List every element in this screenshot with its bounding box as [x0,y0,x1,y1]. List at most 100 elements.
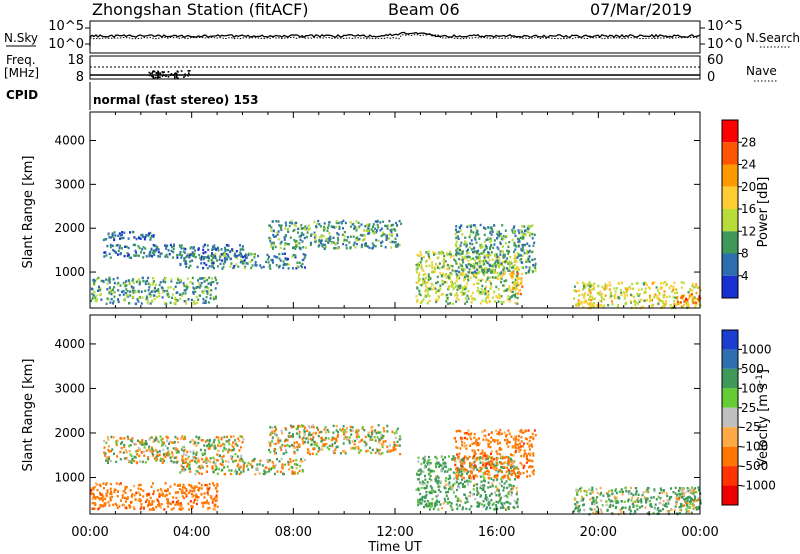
heatmap-cell [282,260,285,263]
heatmap-cell [430,282,433,285]
colorbar-tick-label: 28 [741,135,756,149]
heatmap-cell [488,276,491,279]
heatmap-cell [213,444,216,448]
heatmap-cell [383,233,386,236]
heatmap-cell [145,233,148,237]
heatmap-cell [495,500,498,504]
heatmap-cell [330,225,333,228]
heatmap-cell [309,243,312,246]
heatmap-cell [455,297,458,300]
heatmap-cell [497,501,500,504]
heatmap-cell [513,225,516,228]
heatmap-cell [190,504,193,508]
heatmap-cell [140,451,143,454]
heatmap-cell [271,259,274,262]
heatmap-cell [350,447,353,450]
heatmap-cell [662,296,665,299]
heatmap-cell [321,235,323,238]
heatmap-cell [447,302,449,305]
heatmap-cell [325,442,328,446]
heatmap-cell [320,241,322,244]
heatmap-cell [690,500,693,503]
heatmap-cell [502,489,505,492]
heatmap-cell [207,282,210,285]
heatmap-cell [487,251,490,255]
heatmap-cell [533,257,536,261]
heatmap-cell [685,297,688,301]
heatmap-cell [590,284,593,287]
heatmap-cell [101,499,104,502]
heatmap-cell [293,446,296,450]
heatmap-cell [672,285,675,288]
heatmap-cell [196,265,199,269]
heatmap-cell [344,452,347,455]
heatmap-cell [119,437,122,440]
heatmap-cell [593,282,596,285]
heatmap-cell [200,277,203,280]
heatmap-cell [301,227,303,230]
heatmap-cell [328,236,331,239]
heatmap-cell [471,442,474,446]
heatmap-cell [231,248,234,251]
heatmap-cell [592,288,595,291]
heatmap-cell [457,237,460,241]
heatmap-cell [349,428,352,432]
heatmap-cell [618,490,621,494]
heatmap-cell [512,294,515,297]
heatmap-cell [508,440,511,444]
heatmap-cell [422,269,425,272]
heatmap-cell [150,234,153,238]
heatmap-cell [500,496,503,499]
heatmap-cell [198,465,201,468]
heatmap-cell [292,459,295,463]
heatmap-cell [125,245,128,248]
heatmap-cell [620,291,623,295]
heatmap-cell [153,253,156,256]
heatmap-cell [630,499,633,502]
heatmap-cell [234,442,237,445]
heatmap-cell [584,299,587,302]
heatmap-cell [100,279,103,283]
heatmap-cell [314,234,317,237]
heatmap-cell [487,226,490,229]
heatmap-cell [500,295,503,298]
heatmap-cell [115,460,118,464]
heatmap-cell [231,444,234,447]
heatmap-cell [183,486,186,489]
heatmap-cell [143,251,146,255]
heatmap-cell [157,289,160,292]
heatmap-cell [212,256,215,260]
heatmap-cell [478,458,481,461]
nave-point [157,75,159,77]
heatmap-cell [506,257,509,260]
heatmap-cell [426,289,429,293]
freq-tick-high: 18 [67,53,84,68]
heatmap-cell [108,236,111,239]
heatmap-cell [370,435,373,438]
heatmap-cell [489,264,491,267]
heatmap-cell [531,224,534,227]
heatmap-cell [160,286,163,289]
heatmap-cell [429,462,432,465]
heatmap-cell [468,470,471,473]
heatmap-cell [282,263,285,266]
heatmap-cell [202,266,205,270]
heatmap-cell [465,274,468,277]
heatmap-cell [148,286,151,289]
heatmap-cell [195,451,198,455]
heatmap-cell [273,450,276,453]
heatmap-cell [354,226,357,229]
heatmap-cell [464,287,467,291]
heatmap-cell [483,240,486,244]
heatmap-cell [475,466,478,469]
heatmap-cell [115,440,118,443]
heatmap-cell [507,506,510,509]
heatmap-cell [335,220,338,223]
heatmap-cell [105,238,108,241]
heatmap-cell [514,278,517,281]
heatmap-cell [280,429,283,433]
heatmap-cell [511,228,514,232]
heatmap-cell [109,243,112,247]
heatmap-cell [138,247,141,250]
heatmap-cell [589,507,592,510]
